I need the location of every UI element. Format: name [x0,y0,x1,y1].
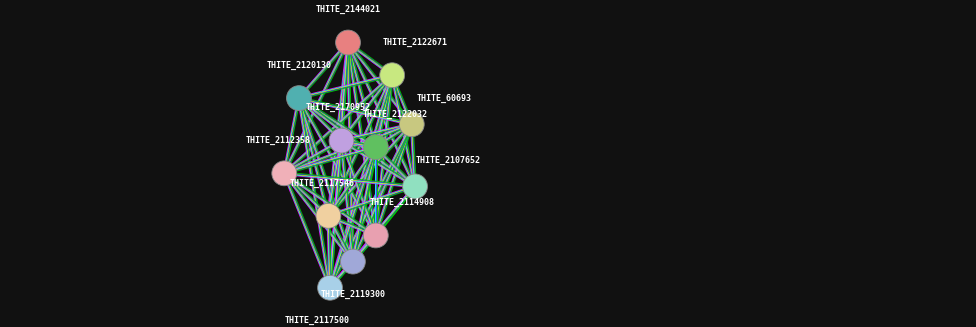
Circle shape [363,135,388,160]
Circle shape [316,203,341,228]
Text: THITE_60693: THITE_60693 [417,94,472,103]
Circle shape [399,112,425,137]
Text: THITE_2114908: THITE_2114908 [370,198,434,207]
Text: THITE_2117500: THITE_2117500 [284,316,349,325]
Text: THITE_2170952: THITE_2170952 [305,103,371,112]
Circle shape [317,275,343,300]
Text: THITE_2119300: THITE_2119300 [320,290,386,299]
Text: THITE_2112358: THITE_2112358 [245,136,310,145]
Circle shape [287,86,311,111]
Text: THITE_2144021: THITE_2144021 [315,5,381,14]
Text: THITE_2117546: THITE_2117546 [289,179,354,188]
Circle shape [363,223,388,248]
Text: THITE_2120130: THITE_2120130 [266,61,332,70]
Circle shape [272,161,297,186]
Text: THITE_2122032: THITE_2122032 [363,110,427,119]
Text: THITE_2107652: THITE_2107652 [415,156,480,165]
Circle shape [329,128,354,153]
Text: THITE_2122671: THITE_2122671 [383,38,448,47]
Circle shape [336,30,360,55]
Circle shape [380,63,405,88]
Circle shape [403,174,427,199]
Circle shape [341,249,365,274]
